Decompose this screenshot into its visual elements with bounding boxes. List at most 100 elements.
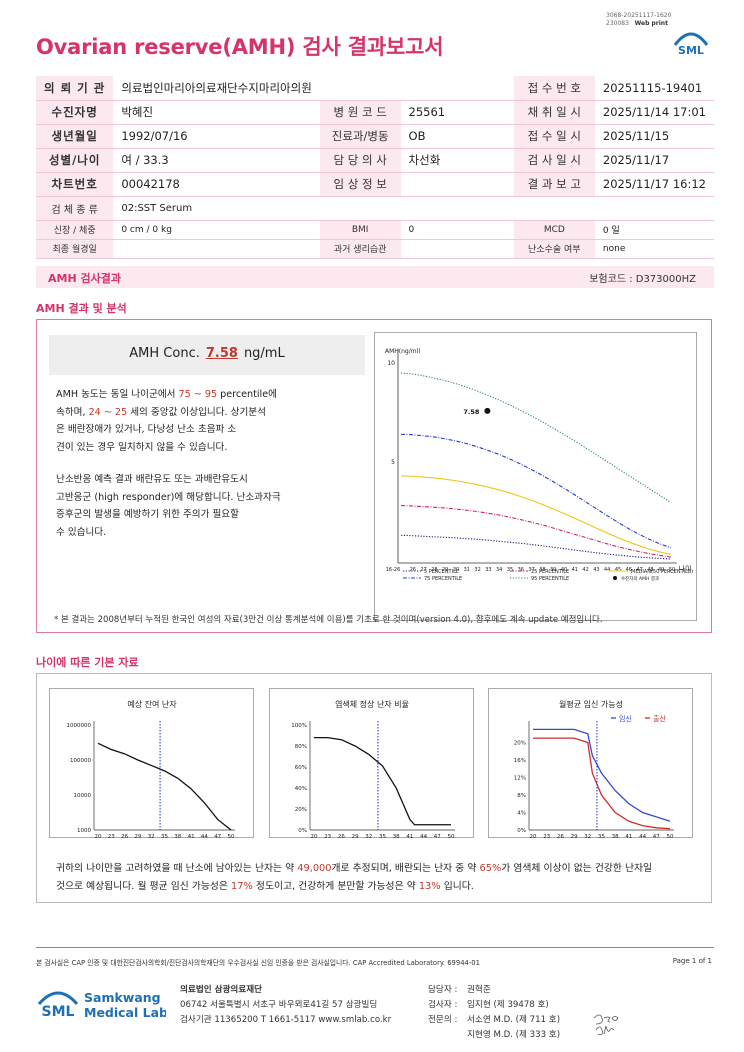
- page-title: Ovarian reserve(AMH) 검사 결과보고서: [36, 35, 444, 59]
- x-tick-label: 20: [311, 834, 318, 839]
- page-number: Page 1 of 1: [672, 957, 712, 965]
- x-tick-label: 50: [669, 567, 675, 573]
- specimen-label: 검 체 종 류: [36, 196, 114, 221]
- info-row: 생년월일 1992/07/16 진료과/병동 OB 접 수 일 시 2025/11/15: [36, 124, 714, 149]
- info-label: 접 수 일 시: [513, 124, 595, 149]
- info-label: 결 과 보 고: [513, 172, 595, 197]
- x-axis-label: 나이: [679, 564, 692, 573]
- patient-marker-label: 7.58: [463, 408, 480, 416]
- info-value: [400, 76, 514, 101]
- logo-sml-text: SML: [42, 1004, 75, 1020]
- footer-divider: [36, 947, 714, 948]
- info-small-row: 최종 월경일 과거 생리습관 난소수술 여부 none: [36, 239, 714, 259]
- text-segment: 75 ~ 95: [178, 389, 218, 400]
- series-line: [400, 534, 672, 560]
- info-label: 병 원 코 드: [319, 100, 401, 125]
- y-tick-label: 100%: [291, 723, 307, 729]
- text-segment: 입니다.: [440, 881, 474, 892]
- info-value: 2025/11/17: [594, 148, 714, 173]
- info-value: 2025/11/14 17:01: [594, 100, 714, 125]
- x-tick-label: 41: [406, 834, 413, 839]
- staff-name: 권혁준: [467, 985, 491, 995]
- x-tick-label: 20: [530, 834, 537, 839]
- info-label: 차트번호: [36, 172, 114, 197]
- legend-label: 95 PERCENTILE: [531, 576, 569, 582]
- series-line: [400, 433, 672, 549]
- info-row: 수진자명 박혜진 병 원 코 드 25561 채 취 일 시 2025/11/14 17:…: [36, 100, 714, 125]
- sml-logo-icon: SML: [673, 32, 709, 57]
- x-tick-label: 42: [582, 567, 588, 573]
- x-tick-label: 43: [593, 567, 599, 573]
- x-tick-label: 26: [338, 834, 345, 839]
- x-tick-label: 47: [214, 834, 221, 839]
- mini-chart-title: 월평균 임신 가능성: [559, 699, 623, 709]
- x-tick-label: 44: [639, 834, 646, 839]
- logo-text: SML: [678, 44, 704, 57]
- x-tick-label: 39: [550, 567, 556, 573]
- conc-unit: ng/mL: [243, 346, 285, 361]
- x-tick-label: 23: [108, 834, 115, 839]
- x-tick-label: 49: [658, 567, 664, 573]
- logo-line1: Samkwang: [84, 990, 161, 1005]
- y-tick-label: 5: [391, 459, 395, 466]
- report-code-line: 3068-20251117-1620: [606, 12, 672, 19]
- mini-series-line: [314, 736, 451, 826]
- x-tick-label: 32: [474, 567, 480, 573]
- legend-marker: [613, 576, 617, 580]
- staff-role: 전문의 :: [428, 1015, 458, 1025]
- info-value: 여 / 33.3: [113, 148, 320, 173]
- x-tick-label: 40: [561, 567, 567, 573]
- x-tick-label: 30: [453, 567, 459, 573]
- info-label: 난소수술 여부: [513, 239, 595, 259]
- x-tick-label: 48: [647, 567, 653, 573]
- x-tick-label: 47: [636, 567, 642, 573]
- amh-result-bar: AMH 검사결과 보험코드 : D373000HZ: [36, 266, 714, 288]
- text-segment: 속하며,: [56, 406, 89, 418]
- info-value: 2025/11/15: [594, 124, 714, 149]
- org-address: 06742 서울특별시 서초구 바우뫼로41길 57 삼광빌딩: [180, 1000, 378, 1010]
- monthly-pregnancy-svg: 월평균 임신 가능성 20% 16% 12% 8% 4% 0% 20 23 26 29 32 35 38 4…: [514, 699, 674, 840]
- info-label: 최종 월경일: [36, 239, 114, 259]
- amh-percentile-svg: AMH(ng/ml) 10 5 16-26 26 27 28 29 30 31 32 33 34 35 36…: [385, 348, 693, 582]
- info-value: [400, 172, 514, 197]
- text-segment: 24 ~ 25: [88, 406, 128, 418]
- y-tick-label: 100000: [70, 758, 91, 764]
- legend-label: 수진자의 AMH 결과: [621, 575, 659, 582]
- x-tick-label: 38: [539, 567, 545, 573]
- x-tick-label: 35: [161, 834, 168, 839]
- y-tick-label: 20%: [295, 807, 307, 813]
- info-value: 2025/11/17 16:12: [594, 172, 714, 197]
- x-tick-label: 37: [528, 567, 534, 573]
- certification-note: 본 검사실은 CAP 인증 및 대한진단검사의학회/진단검사의학재단의 우수검사…: [36, 959, 480, 967]
- legend-label: 25 PERCENTILE: [531, 569, 569, 575]
- monthly-pregnancy-chart: 월평균 임신 가능성 20% 16% 12% 8% 4% 0% 20 23 26 29 32 35 38 4…: [488, 688, 693, 840]
- info-label: 진료과/병동: [319, 124, 401, 149]
- legend-label: 임신: [619, 714, 632, 723]
- text-segment: 65%: [479, 863, 502, 874]
- x-tick-label: 35: [507, 567, 513, 573]
- info-value: 0 cm / 0 kg: [113, 220, 320, 240]
- y-tick-label: 8%: [517, 793, 526, 799]
- x-tick-label: 44: [201, 834, 208, 839]
- x-tick-label: 36: [518, 567, 524, 573]
- x-tick-label: 20: [95, 834, 102, 839]
- x-tick-label: 35: [598, 834, 605, 839]
- y-tick-label: 60%: [295, 765, 307, 771]
- amh-analysis-heading: AMH 결과 및 분석: [36, 302, 127, 315]
- y-tick-label: 20%: [514, 741, 526, 747]
- amh-interpretation-text: AMH 농도는 동일 나이군에서 75 ~ 95 percentile에 속하며,…: [56, 386, 356, 456]
- y-tick-label: 12%: [514, 776, 526, 782]
- x-tick-label: 44: [604, 567, 610, 573]
- x-tick-label: 16-26: [386, 567, 401, 573]
- x-tick-label: 23: [543, 834, 550, 839]
- info-value: 00042178: [113, 172, 320, 197]
- y-tick-label: 80%: [295, 744, 307, 750]
- age-summary-text: 귀하의 나이만을 고려하였을 때 난소에 남아있는 난자는 약 49,000개로…: [56, 860, 696, 896]
- x-tick-label: 47: [653, 834, 660, 839]
- text-segment: 귀하의 나이만을 고려하였을 때 난소에 남아있는 난자는 약: [56, 863, 298, 874]
- series-line: [400, 372, 672, 504]
- info-label: BMI: [319, 220, 401, 240]
- info-value: 0: [400, 220, 514, 240]
- text-segment: 13%: [418, 881, 441, 892]
- x-tick-label: 32: [365, 834, 372, 839]
